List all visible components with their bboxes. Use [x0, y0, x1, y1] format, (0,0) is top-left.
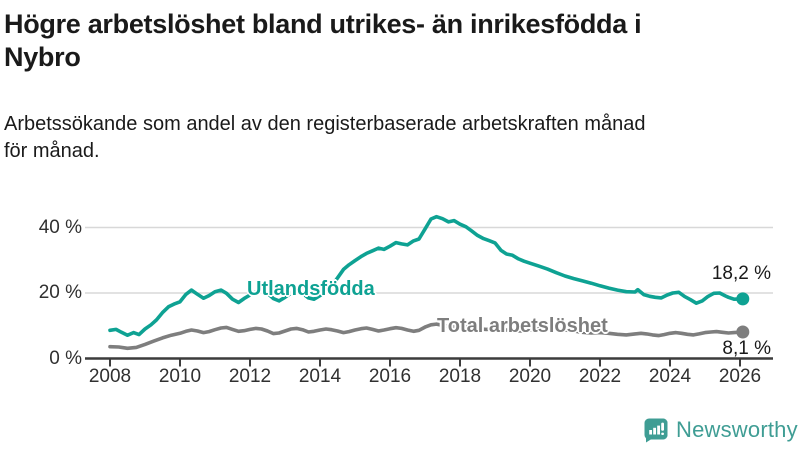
series-end-dot-0	[736, 292, 750, 306]
title-line-2: Nybro	[4, 41, 81, 72]
y-tick-label-0: 0 %	[49, 347, 82, 369]
brand-name: Newsworthy	[676, 417, 798, 442]
title-line-1: Högre arbetslöshet bland utrikes- än inr…	[4, 9, 642, 39]
end-value-label-total: 8,1 %	[722, 338, 771, 359]
subtitle-line-1: Arbetssökande som andel av den registerb…	[4, 113, 646, 135]
chart-subtitle: Arbetssökande som andel av den registerb…	[4, 111, 794, 165]
y-tick-label-20: 20 %	[38, 282, 82, 303]
series-end-dot-1	[736, 325, 750, 339]
series-label-total-arbetsloshet: Total arbetslöshet	[437, 315, 608, 337]
series-line-1	[108, 322, 745, 351]
newsworthy-logo: Newsworthy	[643, 416, 798, 444]
y-tick-label-40: 40 %	[38, 216, 82, 238]
page-title: Högre arbetslöshet bland utrikes- än inr…	[4, 8, 794, 74]
subtitle-line-2: för månad.	[4, 140, 100, 162]
end-value-label-utlandsfodda: 18,2 %	[711, 263, 771, 284]
series-label-utlandsfodda: Utlandsfödda	[247, 278, 375, 300]
newsworthy-bar-chart-icon	[644, 418, 668, 443]
x-tick-label-2018: 2018	[438, 366, 482, 387]
x-tick-label-2012: 2012	[228, 366, 272, 387]
x-tick-label-2024: 2024	[648, 366, 692, 387]
x-tick-label-2026: 2026	[718, 366, 762, 387]
x-tick-label-2010: 2010	[158, 366, 202, 387]
x-tick-label-2014: 2014	[298, 366, 342, 387]
x-tick-label-2020: 2020	[508, 366, 552, 387]
x-tick-label-2008: 2008	[88, 366, 132, 387]
x-tick-label-2016: 2016	[368, 366, 412, 387]
logo-bars	[649, 422, 664, 435]
series-line-0	[108, 214, 745, 338]
x-tick-label-2022: 2022	[578, 366, 622, 387]
